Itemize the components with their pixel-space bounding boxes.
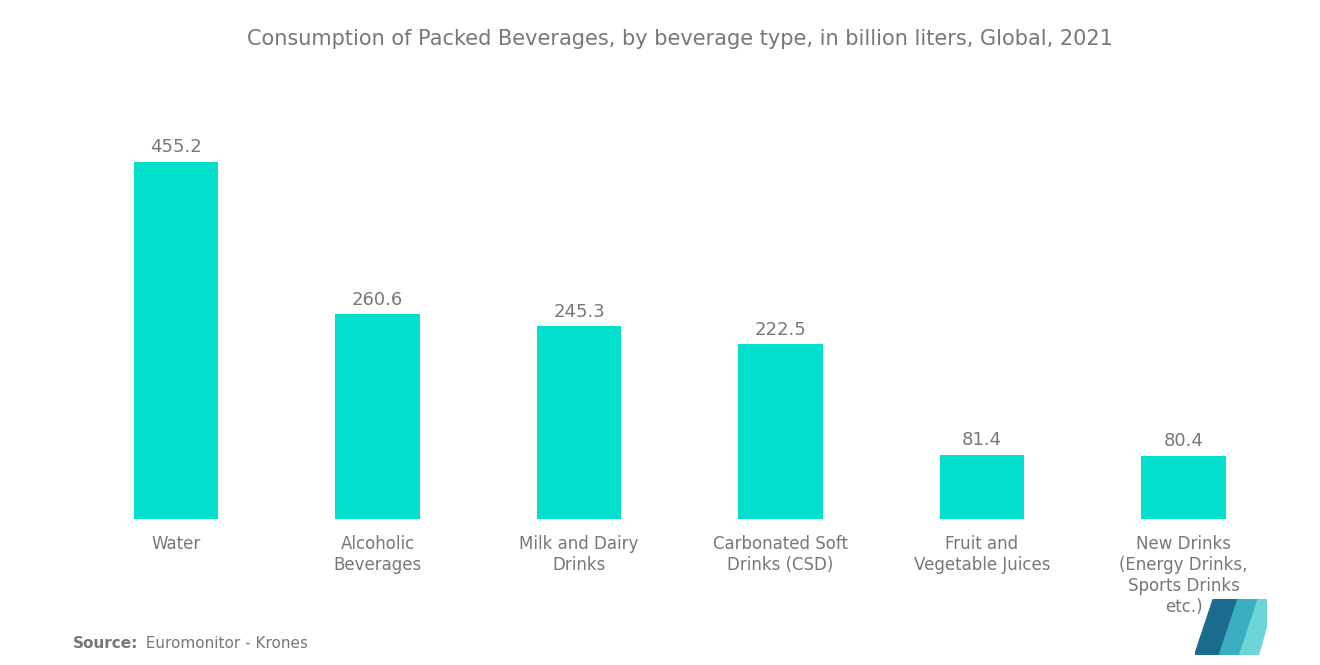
Text: 245.3: 245.3 bbox=[553, 303, 605, 321]
Text: 81.4: 81.4 bbox=[962, 432, 1002, 450]
Bar bbox=[537, 327, 622, 519]
Polygon shape bbox=[1195, 598, 1237, 655]
Bar bbox=[940, 455, 1024, 519]
Bar bbox=[1142, 456, 1226, 519]
Text: 455.2: 455.2 bbox=[150, 138, 202, 156]
Text: 80.4: 80.4 bbox=[1163, 432, 1204, 450]
Text: 222.5: 222.5 bbox=[755, 321, 807, 339]
Title: Consumption of Packed Beverages, by beverage type, in billion liters, Global, 20: Consumption of Packed Beverages, by beve… bbox=[247, 29, 1113, 49]
Polygon shape bbox=[1236, 598, 1267, 655]
Bar bbox=[335, 315, 420, 519]
Text: 260.6: 260.6 bbox=[352, 291, 403, 309]
Bar bbox=[133, 162, 218, 519]
Text: Euromonitor - Krones: Euromonitor - Krones bbox=[136, 636, 308, 652]
Polygon shape bbox=[1214, 598, 1257, 655]
Bar bbox=[738, 344, 822, 519]
Text: Source:: Source: bbox=[73, 636, 139, 652]
